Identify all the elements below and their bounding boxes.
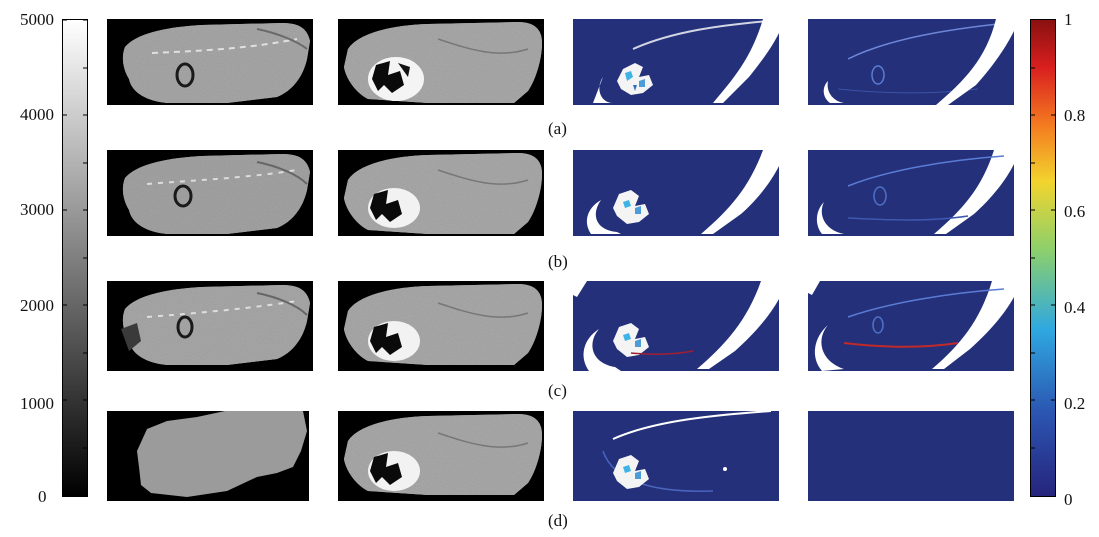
gray-tick-1000: 1000 xyxy=(20,394,54,413)
row-c-error-map-1 xyxy=(573,281,779,371)
gray-tick-4000: 4000 xyxy=(20,105,54,124)
gray-tick-0: 0 xyxy=(38,487,47,506)
row-d-reference-scan xyxy=(338,411,544,501)
row-d-t1-map xyxy=(107,411,309,501)
row-a-error-map-1 xyxy=(573,19,779,105)
row-a-t1-map xyxy=(107,19,313,105)
grayscale-colorbar xyxy=(62,19,88,497)
jet-tick-0.4: 0.4 xyxy=(1064,298,1086,317)
row-label-c: (c) xyxy=(548,381,567,400)
row-b-t1-map xyxy=(107,150,313,236)
row-a-reference-scan xyxy=(338,19,544,105)
row-a-error-map-2 xyxy=(808,19,1014,105)
gray-tick-5000: 5000 xyxy=(20,10,54,29)
gray-tick-3000: 3000 xyxy=(20,200,54,219)
jet-tick-0.8: 0.8 xyxy=(1064,106,1086,125)
row-c-t1-map xyxy=(107,281,313,371)
gray-tick-2000: 2000 xyxy=(20,296,54,315)
row-b-error-map-1 xyxy=(573,150,779,236)
row-b-error-map-2 xyxy=(808,150,1014,236)
row-c-error-map-2 xyxy=(808,281,1014,371)
jet-tick-1: 1 xyxy=(1064,10,1073,29)
row-d-error-map-2 xyxy=(808,411,1014,501)
row-label-a: (a) xyxy=(548,119,567,138)
jet-tick-0: 0 xyxy=(1064,490,1073,509)
jet-colorbar xyxy=(1030,19,1056,497)
row-d-error-map-1 xyxy=(573,411,779,501)
row-c-reference-scan xyxy=(338,281,544,371)
row-label-d: (d) xyxy=(548,511,568,530)
row-b-reference-scan xyxy=(338,150,544,236)
jet-tick-0.2: 0.2 xyxy=(1064,394,1086,413)
row-label-b: (b) xyxy=(548,252,568,271)
jet-tick-0.6: 0.6 xyxy=(1064,202,1086,221)
